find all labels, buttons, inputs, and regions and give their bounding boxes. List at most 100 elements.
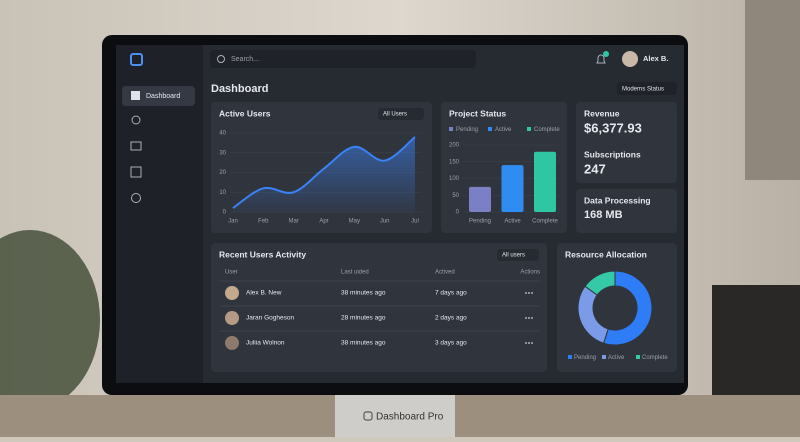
- card: [557, 243, 677, 372]
- y-tick-label: 30: [219, 150, 226, 156]
- table-cell: Juliia Wolnon: [246, 340, 285, 347]
- y-tick-label: 10: [219, 190, 226, 196]
- table-filter-label[interactable]: All users: [502, 253, 525, 259]
- nav-reports[interactable]: [130, 166, 142, 178]
- search-box[interactable]: [210, 50, 476, 68]
- brand: Dashboard Pro: [376, 412, 444, 423]
- chart-filter[interactable]: [378, 108, 424, 120]
- nav-users[interactable]: [131, 115, 141, 125]
- legend-label: Pending: [456, 127, 478, 133]
- legend-swatch: [568, 355, 572, 359]
- column-header: Actions: [520, 270, 540, 276]
- y-tick-label: 40: [219, 131, 226, 137]
- table-filter[interactable]: [497, 249, 539, 261]
- table-cell: 3 days ago: [435, 340, 467, 347]
- legend-swatch: [636, 355, 640, 359]
- legend-swatch: [527, 127, 531, 131]
- x-tick-label: Apr: [319, 219, 328, 225]
- action-dot[interactable]: [528, 317, 530, 319]
- table-cell: 38 minutes ago: [341, 340, 386, 347]
- plant: [0, 230, 100, 410]
- notification-dot: [603, 51, 609, 57]
- legend-label: Complete: [534, 127, 560, 133]
- column-header: Last uided: [341, 270, 369, 276]
- bell[interactable]: [596, 54, 606, 64]
- search-placeholder[interactable]: Search...: [231, 56, 259, 63]
- avatar[interactable]: [622, 51, 638, 67]
- page-title: Dashboard: [211, 83, 268, 95]
- action-dot[interactable]: [528, 292, 530, 294]
- frame: [745, 0, 800, 180]
- x-tick-label: Pending: [469, 219, 491, 225]
- nav-icon: [131, 91, 140, 100]
- x-tick-label: Jan: [228, 219, 238, 225]
- column-header: User: [225, 270, 238, 276]
- area-fill: [233, 136, 415, 212]
- legend-swatch: [602, 355, 606, 359]
- line: [232, 136, 416, 209]
- table-cell: 28 minutes ago: [341, 315, 386, 322]
- chart-title: Active Users: [219, 108, 271, 118]
- y-tick-label: 20: [219, 170, 226, 176]
- stat-value: $6,377.93: [584, 120, 642, 135]
- action-dot[interactable]: [525, 317, 527, 319]
- card: [576, 102, 677, 183]
- brand-logo: [363, 411, 373, 421]
- stat-value: 247: [584, 161, 606, 176]
- x-tick-label: Complete: [532, 219, 558, 225]
- user-avatar: [225, 336, 239, 350]
- chart-filter-label[interactable]: All Users: [383, 112, 407, 118]
- status-filter-label[interactable]: Moderns Status: [622, 87, 664, 93]
- x-tick-label: Jun: [380, 219, 390, 225]
- nav-label[interactable]: Dashboard: [146, 93, 180, 100]
- bar: [534, 151, 556, 212]
- stand: [335, 392, 455, 437]
- search-icon: [217, 55, 225, 63]
- user-name[interactable]: Alex B.: [643, 54, 668, 63]
- nav-item[interactable]: [122, 86, 195, 106]
- table-cell: 38 minutes ago: [341, 290, 386, 297]
- legend-swatch: [449, 127, 453, 131]
- bar: [469, 186, 491, 212]
- user-avatar: [225, 286, 239, 300]
- bar: [501, 165, 524, 212]
- legend-label: Complete: [642, 355, 668, 361]
- stat-label: Data Processing: [584, 195, 651, 205]
- y-tick-label: 200: [449, 143, 460, 149]
- action-dot[interactable]: [528, 342, 530, 344]
- nav-icons: [130, 115, 142, 203]
- pie-slice: [602, 270, 653, 346]
- nav-projects[interactable]: [130, 141, 142, 151]
- y-tick-label: 150: [449, 159, 460, 165]
- chart-title: Resource Allocation: [565, 249, 647, 259]
- legend-label: Active: [608, 355, 625, 361]
- table-cell: Jaran Gogheson: [246, 315, 294, 322]
- action-dot[interactable]: [531, 317, 533, 319]
- user-avatar: [225, 311, 239, 325]
- y-tick-label: 100: [449, 176, 460, 182]
- legend-label: Pending: [574, 355, 596, 361]
- stat-label: Revenue: [584, 108, 620, 118]
- x-tick-label: Active: [504, 219, 521, 225]
- x-tick-label: Feb: [258, 219, 269, 225]
- action-dot[interactable]: [525, 292, 527, 294]
- pie-slice: [584, 270, 616, 296]
- logo: [130, 53, 143, 66]
- y-tick-label: 0: [223, 210, 227, 216]
- stat-label: Subscriptions: [584, 149, 641, 159]
- status-filter[interactable]: [617, 82, 677, 95]
- y-tick-label: 0: [456, 210, 460, 216]
- action-dot[interactable]: [531, 342, 533, 344]
- x-tick-label: Jul: [411, 219, 419, 225]
- legend-label: Active: [495, 127, 512, 133]
- y-tick-label: 50: [452, 193, 459, 199]
- table-cell: 2 days ago: [435, 315, 467, 322]
- stat-value: 168 MB: [584, 209, 623, 221]
- card: [576, 189, 677, 233]
- nav-settings[interactable]: [131, 193, 141, 203]
- action-dot[interactable]: [525, 342, 527, 344]
- column-header: Actived: [435, 270, 455, 276]
- action-dot[interactable]: [531, 292, 533, 294]
- legend-swatch: [488, 127, 492, 131]
